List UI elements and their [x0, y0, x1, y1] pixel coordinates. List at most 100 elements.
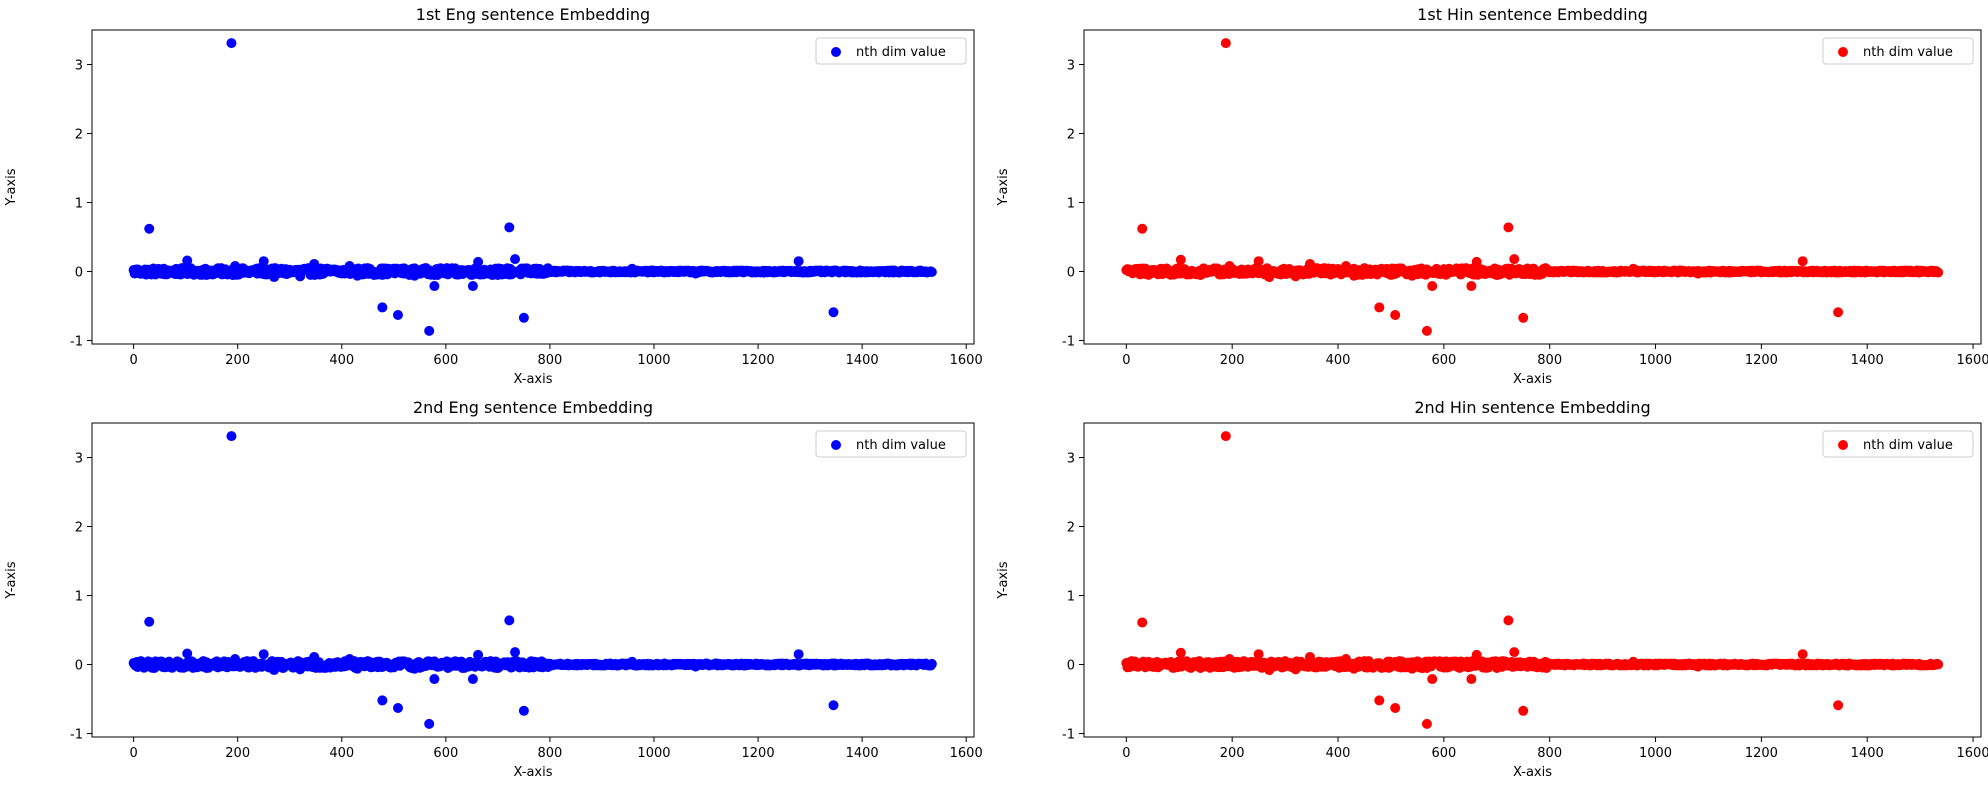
data-point — [1348, 270, 1359, 281]
data-point — [230, 261, 241, 272]
data-point — [627, 263, 638, 274]
data-point — [1123, 657, 1134, 668]
x-tick-label: 400 — [1326, 353, 1351, 368]
legend-marker — [831, 47, 841, 57]
data-point — [1427, 281, 1438, 292]
data-point — [529, 656, 540, 667]
x-tick-label: 1600 — [950, 353, 983, 368]
data-point — [1374, 695, 1385, 706]
scatter-points — [1121, 431, 1944, 729]
data-point — [1466, 281, 1477, 292]
x-tick-label: 1000 — [1639, 746, 1672, 761]
x-axis-label: X-axis — [1513, 765, 1552, 780]
data-point — [1491, 662, 1502, 673]
data-point — [144, 616, 155, 627]
data-point — [467, 674, 478, 685]
subplot-2nd-hin: 2nd Hin sentence Embedding 0 200 400 600 800 1… — [996, 398, 1988, 780]
x-tick-label: 800 — [537, 746, 562, 761]
y-tick-label: -1 — [70, 335, 83, 350]
data-point — [1692, 661, 1703, 672]
x-tick-label: 1000 — [637, 353, 670, 368]
data-point — [1340, 261, 1351, 272]
x-tick-label: 1000 — [637, 746, 670, 761]
y-tick-label: 3 — [1067, 59, 1075, 74]
data-point — [1407, 270, 1418, 281]
data-point — [1153, 662, 1164, 673]
x-tick-label: 1200 — [742, 746, 775, 761]
data-point — [1195, 662, 1206, 673]
legend-label: nth dim value — [1863, 45, 1953, 60]
data-point — [201, 662, 212, 673]
legend: nth dim value — [1822, 37, 1974, 65]
data-point — [1253, 256, 1264, 267]
data-point — [467, 281, 478, 292]
data-point — [1491, 269, 1502, 280]
data-point — [131, 264, 142, 275]
data-point — [1427, 674, 1438, 685]
data-point — [392, 703, 403, 714]
x-tick-label: 1400 — [846, 353, 879, 368]
data-point — [269, 665, 280, 676]
data-point — [1692, 268, 1703, 279]
y-tick-label: -1 — [1062, 728, 1075, 743]
y-tick-label: 3 — [75, 452, 83, 467]
data-point — [1471, 649, 1482, 660]
axes-frame — [1083, 29, 1982, 345]
x-tick-label: 200 — [225, 353, 250, 368]
legend-label: nth dim value — [856, 45, 946, 60]
x-tick-label: 200 — [1220, 746, 1245, 761]
x-tick-label: 1600 — [950, 746, 983, 761]
subplot-2nd-eng: 2nd Eng sentence Embedding 0 200 400 600 800 1… — [4, 398, 983, 780]
y-tick-label: 1 — [1067, 197, 1075, 212]
data-point — [1290, 271, 1301, 282]
data-point — [1175, 647, 1186, 658]
scatter-points — [128, 38, 937, 336]
data-point — [1503, 222, 1514, 233]
data-point — [1503, 615, 1514, 626]
data-point — [344, 261, 355, 272]
scatter-points — [128, 431, 937, 729]
y-tick-label: 1 — [75, 590, 83, 605]
data-point — [226, 431, 237, 442]
legend-frame — [1822, 430, 1974, 458]
axes-frame — [91, 29, 975, 345]
subplot-1st-hin: 1st Hin sentence Embedding 0 200 400 600 800 1… — [996, 5, 1988, 387]
data-point — [510, 647, 521, 658]
x-tick-label: 1400 — [846, 746, 879, 761]
x-tick-label: 0 — [1122, 353, 1130, 368]
x-tick-label: 800 — [1537, 353, 1562, 368]
data-point — [182, 648, 193, 659]
y-tick-label: 3 — [75, 59, 83, 74]
data-point — [793, 256, 804, 267]
data-point — [362, 656, 373, 667]
data-point — [269, 272, 280, 283]
y-tick-label: 0 — [1067, 659, 1075, 674]
data-point — [1224, 654, 1235, 665]
x-tick-label: 400 — [329, 353, 354, 368]
data-point — [1471, 256, 1482, 267]
x-tick-label: 600 — [1431, 746, 1456, 761]
data-point — [344, 654, 355, 665]
data-point — [1264, 665, 1275, 676]
data-point — [1359, 263, 1370, 274]
x-tick-label: 800 — [1537, 746, 1562, 761]
data-point — [1933, 659, 1944, 670]
y-axis-label: Y-axis — [4, 561, 19, 599]
data-point — [828, 307, 839, 318]
data-point — [1528, 656, 1539, 667]
data-point — [1253, 649, 1264, 660]
legend-marker — [831, 440, 841, 450]
data-point — [1220, 431, 1231, 442]
data-point — [1421, 718, 1432, 729]
data-point — [409, 270, 420, 281]
data-point — [1224, 261, 1235, 272]
y-axis-label: Y-axis — [996, 168, 1011, 206]
x-tick-label: 0 — [129, 746, 137, 761]
data-point — [1509, 254, 1520, 265]
data-point — [409, 663, 420, 674]
chart-title: 1st Eng sentence Embedding — [416, 5, 650, 24]
x-tick-label: 1600 — [1957, 746, 1988, 761]
y-axis-label: Y-axis — [4, 168, 19, 206]
data-point — [295, 271, 306, 282]
data-point — [377, 302, 388, 313]
